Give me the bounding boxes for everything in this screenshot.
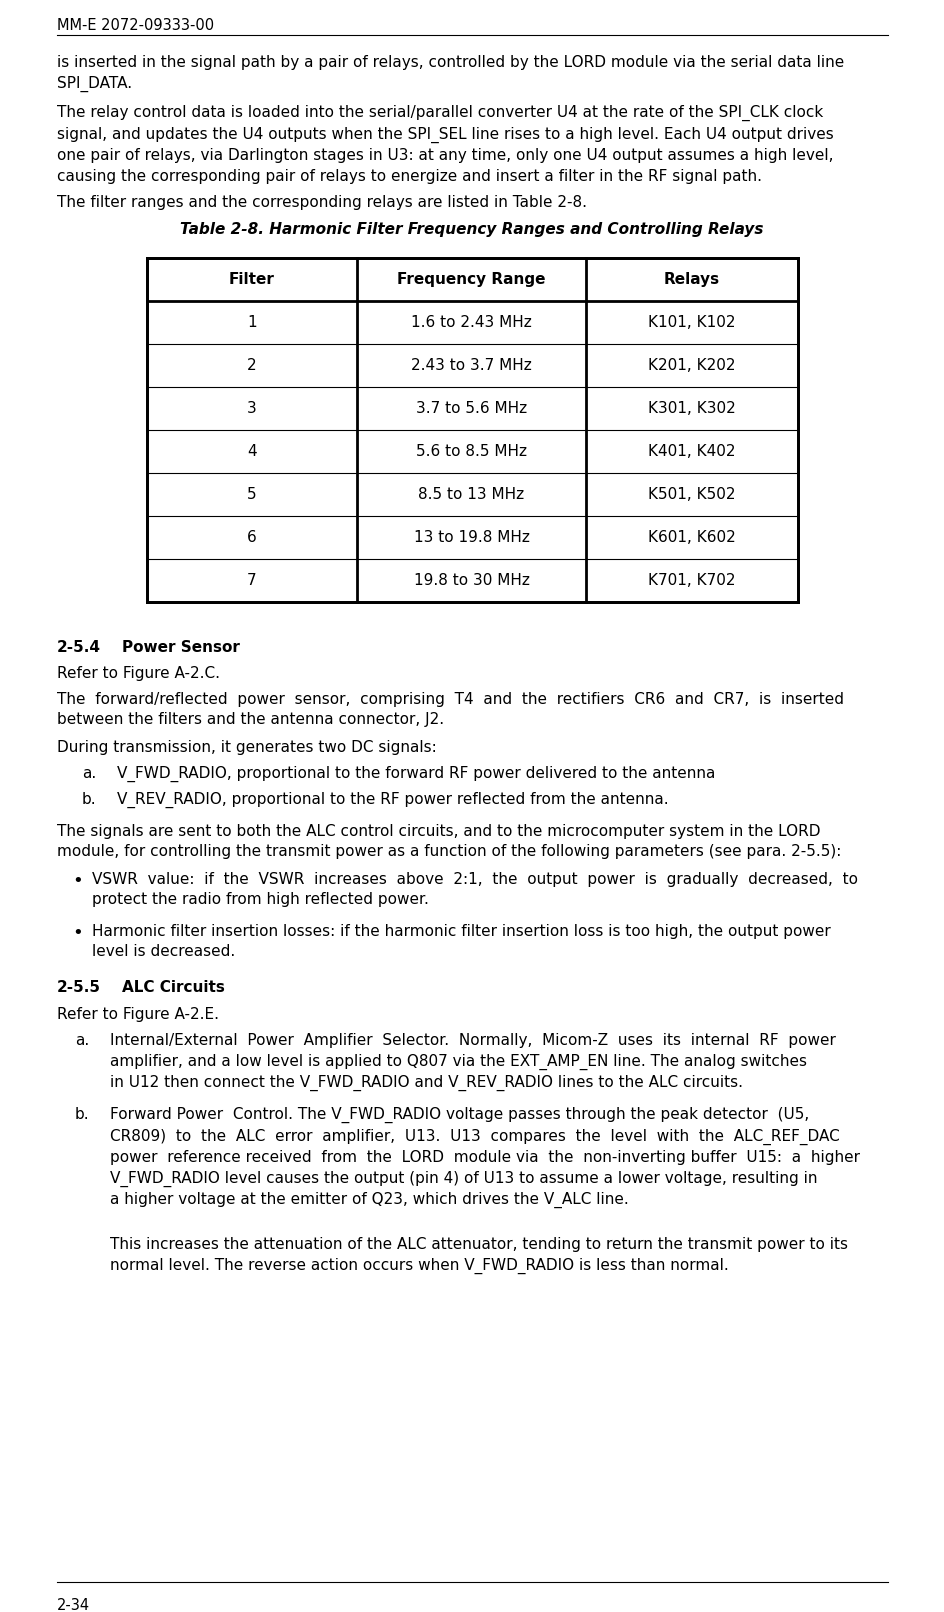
Text: MM-E 2072-09333-00: MM-E 2072-09333-00 [57,18,214,32]
Text: 19.8 to 30 MHz: 19.8 to 30 MHz [413,572,529,588]
Text: 5.6 to 8.5 MHz: 5.6 to 8.5 MHz [415,443,527,459]
Text: K501, K502: K501, K502 [648,487,735,501]
Text: 3.7 to 5.6 MHz: 3.7 to 5.6 MHz [415,401,527,416]
Text: 8.5 to 13 MHz: 8.5 to 13 MHz [418,487,524,501]
Text: Frequency Range: Frequency Range [396,272,546,287]
Text: a.: a. [75,1033,89,1048]
Text: ALC Circuits: ALC Circuits [122,980,225,995]
Text: Forward Power  Control. The V_FWD_RADIO voltage passes through the peak detector: Forward Power Control. The V_FWD_RADIO v… [110,1107,859,1209]
Bar [147,258,797,601]
Text: VSWR  value:  if  the  VSWR  increases  above  2:1,  the  output  power  is  gra: VSWR value: if the VSWR increases above … [92,872,857,908]
Text: The  forward/reflected  power  sensor,  comprising  T4  and  the  rectifiers  CR: The forward/reflected power sensor, comp… [57,692,843,727]
Text: 13 to 19.8 MHz: 13 to 19.8 MHz [413,530,529,545]
Text: Table 2-8. Harmonic Filter Frequency Ranges and Controlling Relays: Table 2-8. Harmonic Filter Frequency Ran… [180,222,763,237]
Text: Internal/External  Power  Amplifier  Selector.  Normally,  Micom-Z  uses  its  i: Internal/External Power Amplifier Select… [110,1033,835,1091]
Text: The filter ranges and the corresponding relays are listed in Table 2-8.: The filter ranges and the corresponding … [57,195,586,210]
Text: 5: 5 [247,487,257,501]
Text: K201, K202: K201, K202 [648,358,735,372]
Text: 2-34: 2-34 [57,1597,90,1612]
Text: 3: 3 [247,401,257,416]
Text: V_FWD_RADIO, proportional to the forward RF power delivered to the antenna: V_FWD_RADIO, proportional to the forward… [117,766,715,782]
Text: 2.43 to 3.7 MHz: 2.43 to 3.7 MHz [411,358,531,372]
Text: •: • [72,872,83,890]
Text: Refer to Figure A-2.C.: Refer to Figure A-2.C. [57,666,220,680]
Text: 1: 1 [247,314,257,330]
Text: •: • [72,924,83,941]
Text: K701, K702: K701, K702 [648,572,735,588]
Text: Filter: Filter [228,272,275,287]
Text: K101, K102: K101, K102 [648,314,735,330]
Text: 2: 2 [247,358,257,372]
Text: 1.6 to 2.43 MHz: 1.6 to 2.43 MHz [411,314,531,330]
Text: 2-5.5: 2-5.5 [57,980,101,995]
Text: K601, K602: K601, K602 [648,530,735,545]
Text: The relay control data is loaded into the serial/parallel converter U4 at the ra: The relay control data is loaded into th… [57,105,833,184]
Text: b.: b. [82,791,96,808]
Text: Relays: Relays [664,272,719,287]
Text: 4: 4 [247,443,257,459]
Text: b.: b. [75,1107,90,1122]
Text: Power Sensor: Power Sensor [122,640,240,654]
Text: 2-5.4: 2-5.4 [57,640,101,654]
Text: 6: 6 [247,530,257,545]
Text: 7: 7 [247,572,257,588]
Text: K301, K302: K301, K302 [648,401,735,416]
Text: Refer to Figure A-2.E.: Refer to Figure A-2.E. [57,1008,219,1022]
Text: The signals are sent to both the ALC control circuits, and to the microcomputer : The signals are sent to both the ALC con… [57,824,840,859]
Text: K401, K402: K401, K402 [648,443,735,459]
Text: During transmission, it generates two DC signals:: During transmission, it generates two DC… [57,740,436,754]
Text: Harmonic filter insertion losses: if the harmonic filter insertion loss is too h: Harmonic filter insertion losses: if the… [92,924,830,959]
Text: V_REV_RADIO, proportional to the RF power reflected from the antenna.: V_REV_RADIO, proportional to the RF powe… [117,791,668,808]
Text: is inserted in the signal path by a pair of relays, controlled by the LORD modul: is inserted in the signal path by a pair… [57,55,843,92]
Text: This increases the attenuation of the ALC attenuator, tending to return the tran: This increases the attenuation of the AL… [110,1236,847,1273]
Text: a.: a. [82,766,96,780]
